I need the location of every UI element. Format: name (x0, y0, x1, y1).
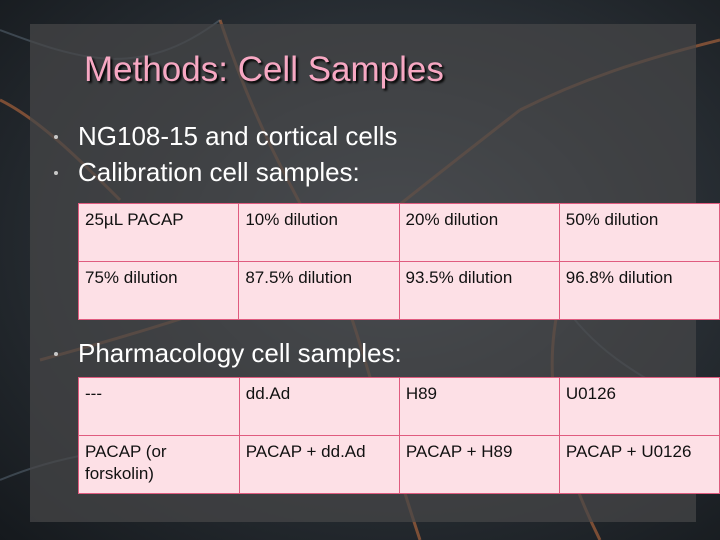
table-cell: 25µL PACAP (77, 203, 240, 262)
bullet-dot-icon (54, 352, 58, 356)
table-cell: U0126 (558, 377, 720, 436)
table-row: 75% dilution 87.5% dilution 93.5% diluti… (77, 261, 720, 320)
bullet-text: Calibration cell samples: (78, 157, 360, 187)
bullet-item: NG108-15 and cortical cells (50, 118, 397, 154)
top-bullet-list: NG108-15 and cortical cells Calibration … (50, 118, 397, 190)
table-cell: PACAP (or forskolin) (78, 435, 240, 494)
table-cell: PACAP + H89 (398, 435, 560, 494)
table-row: 25µL PACAP 10% dilution 20% dilution 50%… (77, 203, 720, 262)
table-row: --- dd.Ad H89 U0126 (78, 377, 720, 436)
table-cell: 93.5% dilution (398, 261, 560, 320)
table-cell: 20% dilution (398, 203, 560, 262)
table-cell: PACAP + dd.Ad (238, 435, 400, 494)
bullet-text: Pharmacology cell samples: (78, 338, 402, 368)
bullet-item: Calibration cell samples: (50, 154, 397, 190)
table-cell: 75% dilution (77, 261, 240, 320)
table-cell: 96.8% dilution (558, 261, 720, 320)
table-row: PACAP (or forskolin) PACAP + dd.Ad PACAP… (78, 435, 720, 494)
bullet-dot-icon (54, 171, 58, 175)
pharmacology-table: --- dd.Ad H89 U0126 PACAP (or forskolin)… (78, 377, 720, 494)
table-cell: 50% dilution (558, 203, 720, 262)
table-cell: PACAP + U0126 (558, 435, 720, 494)
bullet-item: Pharmacology cell samples: (50, 335, 402, 371)
table-cell: 10% dilution (238, 203, 400, 262)
table-cell: H89 (398, 377, 560, 436)
pharmacology-bullet-list: Pharmacology cell samples: (50, 335, 402, 371)
calibration-table: 25µL PACAP 10% dilution 20% dilution 50%… (77, 203, 720, 320)
slide-title: Methods: Cell Samples (84, 50, 444, 89)
table-cell: 87.5% dilution (238, 261, 400, 320)
bullet-dot-icon (54, 135, 58, 139)
table-cell: dd.Ad (238, 377, 400, 436)
table-cell: --- (78, 377, 240, 436)
bullet-text: NG108-15 and cortical cells (78, 121, 398, 151)
